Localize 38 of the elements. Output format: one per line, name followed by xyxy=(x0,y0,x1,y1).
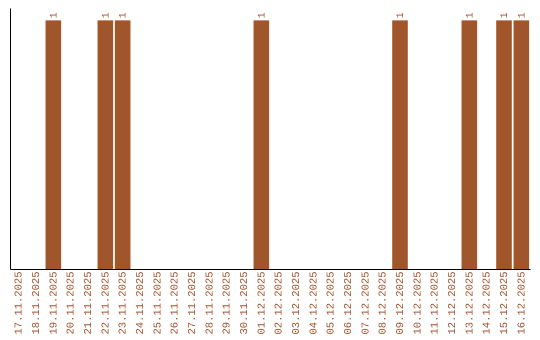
data-label: 1 xyxy=(517,12,528,18)
data-label: 1 xyxy=(396,12,407,18)
x-tick-label: 23.11.2025 xyxy=(118,272,130,335)
x-tick-label: 19.11.2025 xyxy=(48,272,60,335)
x-tick-label: 07.12.2025 xyxy=(360,272,372,335)
x-tick-label: 20.11.2025 xyxy=(66,272,78,335)
x-tick-label: 12.12.2025 xyxy=(447,272,459,335)
data-label: 1 xyxy=(465,12,476,18)
x-tick-label: 18.11.2025 xyxy=(31,272,43,335)
x-tick-label: 14.12.2025 xyxy=(482,272,494,335)
x-tick-label: 24.11.2025 xyxy=(135,272,147,335)
x-tick-label: 03.12.2025 xyxy=(291,272,303,335)
x-tick-label: 17.11.2025 xyxy=(14,272,26,335)
x-tick-label: 25.11.2025 xyxy=(152,272,164,335)
x-tick-label: 11.12.2025 xyxy=(430,272,442,335)
x-tick-label: 30.11.2025 xyxy=(239,272,251,335)
x-tick-label: 09.12.2025 xyxy=(395,272,407,335)
x-tick-label: 04.12.2025 xyxy=(308,272,320,335)
x-tick-label: 15.12.2025 xyxy=(499,272,511,335)
x-tick-label: 01.12.2025 xyxy=(256,272,268,335)
x-tick-label: 28.11.2025 xyxy=(204,272,216,335)
x-tick-label: 22.11.2025 xyxy=(100,272,112,335)
x-tick-label: 16.12.2025 xyxy=(516,272,528,335)
x-tick-label: 26.11.2025 xyxy=(170,272,182,335)
data-label: 1 xyxy=(49,12,60,18)
x-tick-label: 08.12.2025 xyxy=(378,272,390,335)
x-tick-label: 06.12.2025 xyxy=(343,272,355,335)
x-tick-label: 27.11.2025 xyxy=(187,272,199,335)
x-tick-label: 05.12.2025 xyxy=(326,272,338,335)
data-label: 1 xyxy=(101,12,112,18)
x-tick-label: 02.12.2025 xyxy=(274,272,286,335)
data-label: 1 xyxy=(118,12,130,18)
x-tick-label: 21.11.2025 xyxy=(83,272,95,335)
x-tick-label: 10.12.2025 xyxy=(412,272,424,335)
x-tick-label: 13.12.2025 xyxy=(464,272,476,335)
data-label: 1 xyxy=(500,12,511,18)
x-tick-label: 29.11.2025 xyxy=(222,272,234,335)
data-label: 1 xyxy=(257,12,268,18)
